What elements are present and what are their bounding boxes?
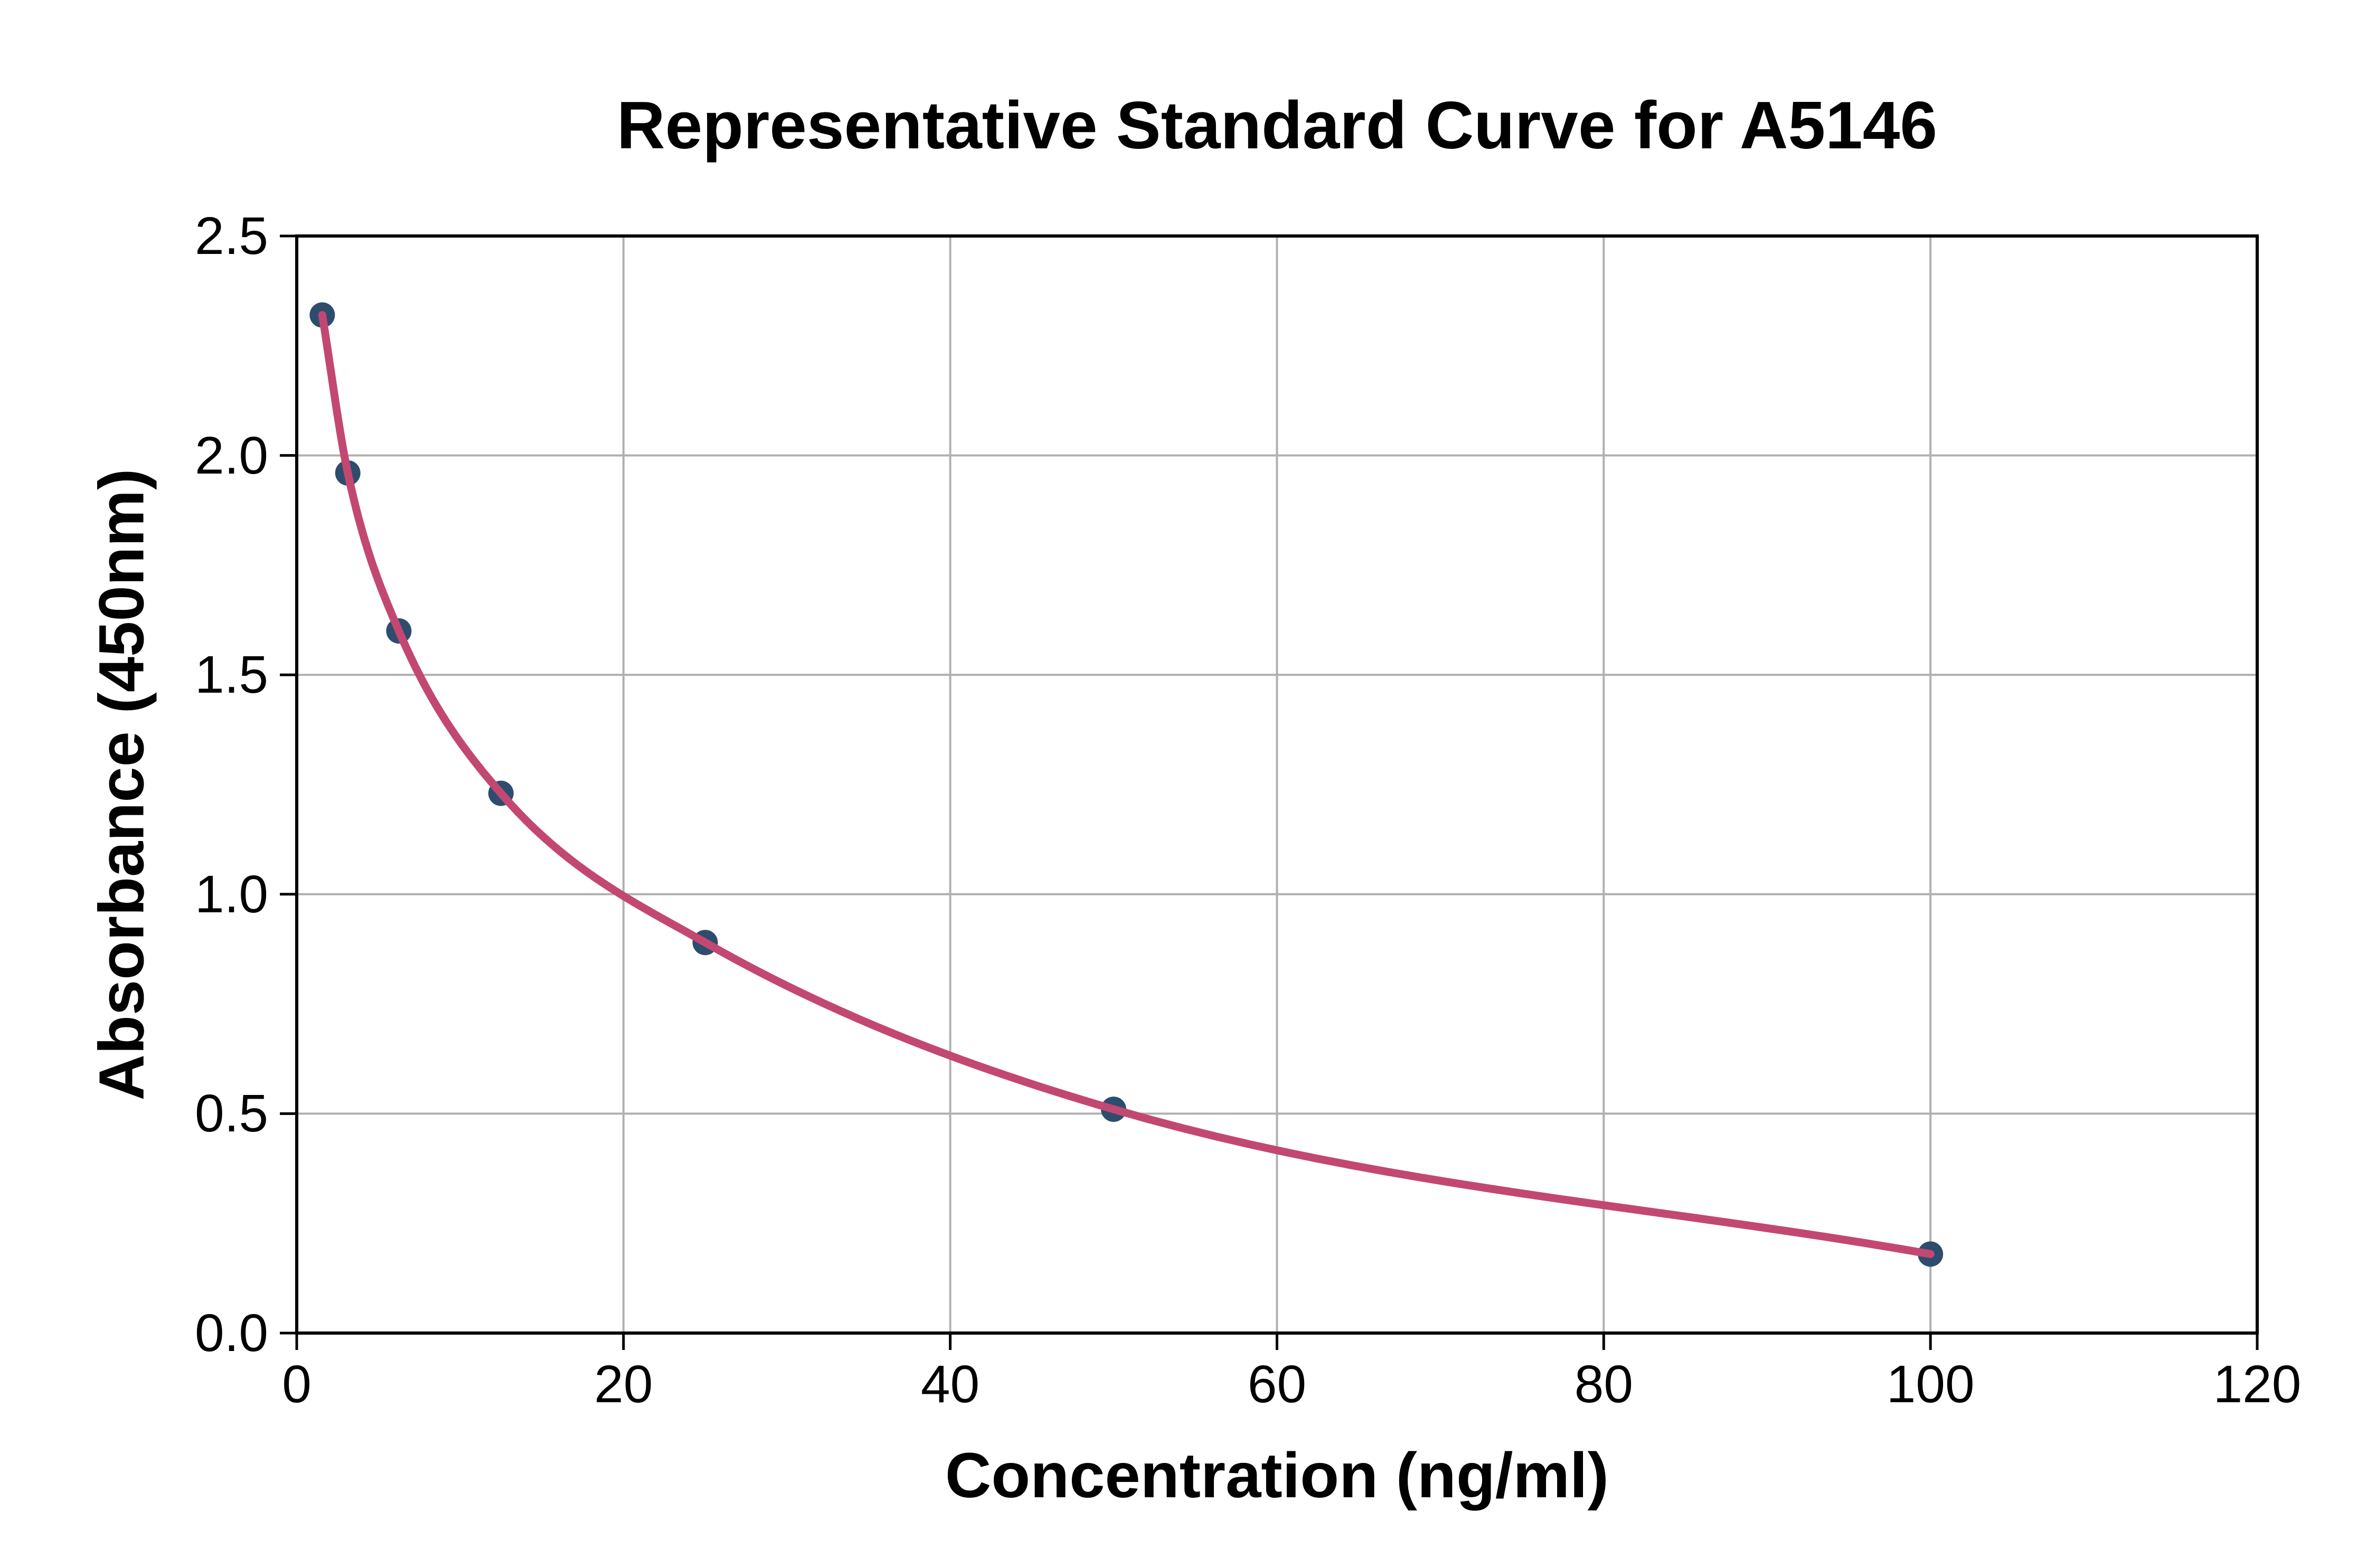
x-tick-label: 60 — [1247, 1355, 1307, 1414]
x-tick-label: 100 — [1886, 1355, 1975, 1414]
chart-title: Representative Standard Curve for A5146 — [617, 88, 1937, 163]
x-tick-label: 80 — [1574, 1355, 1633, 1414]
y-tick-label: 2.5 — [194, 206, 268, 266]
x-axis-label: Concentration (ng/ml) — [945, 1439, 1609, 1511]
x-tick-label: 40 — [921, 1355, 980, 1414]
y-tick-label: 2.0 — [194, 426, 268, 485]
y-tick-label: 1.0 — [194, 864, 268, 924]
fit-curve — [318, 311, 1935, 1258]
y-tick-label: 0.5 — [194, 1084, 268, 1144]
x-tick-label: 120 — [2213, 1355, 2302, 1414]
x-tick-label: 0 — [282, 1355, 312, 1414]
y-tick-label: 1.5 — [194, 645, 268, 705]
y-tick-label: 0.0 — [194, 1303, 268, 1363]
x-tick-label: 20 — [594, 1355, 653, 1414]
